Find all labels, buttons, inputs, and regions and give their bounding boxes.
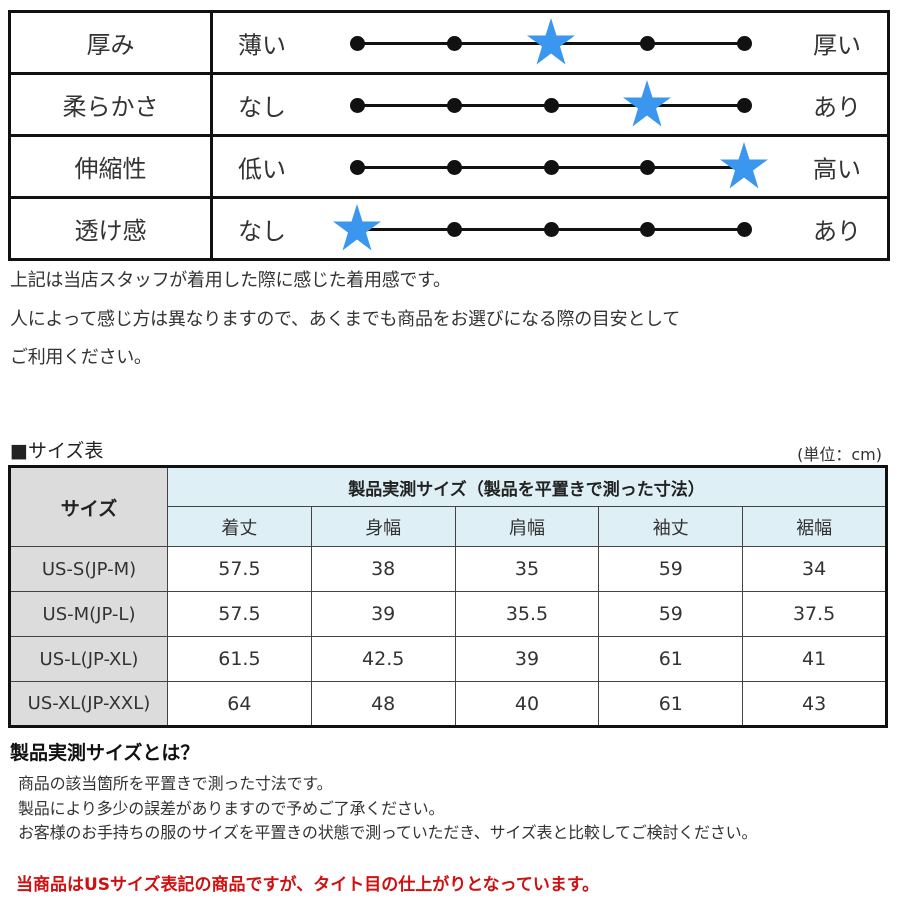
- table-cell: 37.5: [742, 591, 887, 637]
- table-row: US-XL(JP-XXL) 64 48 40 61 43: [9, 681, 887, 727]
- scale-dot-icon: [737, 35, 752, 51]
- feel-scale: なし あり: [210, 196, 890, 261]
- measurement-group-header: 製品実測サイズ（製品を平置きで測った寸法）: [167, 466, 887, 507]
- scale-dot-icon: [543, 97, 559, 113]
- table-cell: 40: [454, 681, 600, 727]
- table-cell: 48: [310, 681, 456, 727]
- table-cell: 41: [742, 636, 887, 682]
- scale-dot-icon: [350, 159, 365, 175]
- star-rating-marker-icon: [720, 141, 768, 188]
- column-header: 身幅: [310, 506, 456, 547]
- size-label: US-L(JP-XL): [9, 636, 168, 682]
- star-rating-marker-icon: [333, 203, 381, 250]
- explanation-title: 製品実測サイズとは？: [10, 742, 200, 764]
- tight-fit-warning: 当商品はUSサイズ表記の商品ですが、タイト目の仕上がりとなっています。: [16, 875, 600, 895]
- table-cell: 38: [310, 546, 456, 592]
- table-row: US-L(JP-XL) 61.5 42.5 39 61 41: [9, 636, 887, 682]
- table-cell: 43: [742, 681, 887, 727]
- star-rating-marker-icon: [526, 17, 575, 64]
- size-label: US-XL(JP-XXL): [9, 681, 168, 727]
- column-header: 着丈: [167, 506, 312, 547]
- feel-note-line: ご利用ください。: [10, 347, 152, 368]
- scale-dot-icon: [640, 159, 656, 175]
- scale-min-label: なし: [238, 93, 286, 121]
- explanation-line: お客様のお手持ちの服のサイズを平置きの状態で測っていただき、サイズ表と比較してご…: [18, 823, 758, 842]
- star-rating-marker-icon: [623, 79, 672, 126]
- feel-chart-table: 厚み 薄い 厚い 柔らかさ なし あり 伸縮性 低い 高い 透け感 なし あり: [8, 10, 890, 261]
- table-cell: 64: [167, 681, 312, 727]
- size-column-header: サイズ: [9, 466, 168, 547]
- table-cell: 57.5: [167, 546, 312, 592]
- scale-dot-icon: [543, 159, 559, 175]
- scale-min-label: 薄い: [238, 31, 286, 59]
- table-cell: 39: [454, 636, 600, 682]
- feel-row-softness: 柔らかさ なし あり: [8, 72, 890, 137]
- feel-label: 透け感: [8, 196, 213, 261]
- table-cell: 59: [598, 591, 744, 637]
- feel-label: 伸縮性: [8, 134, 213, 199]
- explanation-line: 商品の該当箇所を平置きで測った寸法です。: [18, 774, 333, 793]
- feel-scale: 低い 高い: [210, 134, 890, 199]
- feel-label: 厚み: [8, 10, 213, 75]
- scale-max-label: あり: [813, 217, 861, 245]
- feel-label: 柔らかさ: [8, 72, 213, 137]
- scale-dot-icon: [446, 221, 462, 237]
- table-cell: 42.5: [310, 636, 456, 682]
- scale-min-label: 低い: [238, 155, 286, 183]
- feel-scale: なし あり: [210, 72, 890, 137]
- unit-note: (単位：cm): [797, 445, 882, 464]
- feel-row-thickness: 厚み 薄い 厚い: [8, 10, 890, 75]
- size-table: サイズ 製品実測サイズ（製品を平置きで測った寸法） 着丈 身幅 肩幅 袖丈 裾幅…: [8, 465, 888, 728]
- table-row: US-S(JP-M) 57.5 38 35 59 34: [9, 546, 887, 592]
- scale-dot-icon: [350, 97, 365, 113]
- scale-max-label: 高い: [813, 155, 861, 183]
- table-cell: 35.5: [454, 591, 600, 637]
- column-header: 裾幅: [742, 506, 887, 547]
- column-header: 袖丈: [598, 506, 744, 547]
- feel-row-stretch: 伸縮性 低い 高い: [8, 134, 890, 199]
- scale-dot-icon: [446, 97, 462, 113]
- table-cell: 34: [742, 546, 887, 592]
- scale-max-label: 厚い: [813, 31, 861, 59]
- table-cell: 61: [598, 681, 744, 727]
- feel-note-line: 上記は当店スタッフが着用した際に感じた着用感です。: [10, 270, 451, 291]
- table-row: US-M(JP-L) 57.5 39 35.5 59 37.5: [9, 591, 887, 637]
- scale-dot-icon: [737, 221, 752, 237]
- feel-scale: 薄い 厚い: [210, 10, 890, 75]
- scale-dot-icon: [640, 221, 656, 237]
- table-cell: 59: [598, 546, 744, 592]
- table-cell: 35: [454, 546, 600, 592]
- column-header: 肩幅: [454, 506, 600, 547]
- scale-dot-icon: [446, 35, 462, 51]
- scale-max-label: あり: [813, 93, 861, 121]
- explanation-line: 製品により多少の誤差がありますので予めご了承ください。: [18, 799, 445, 818]
- scale-dot-icon: [737, 97, 752, 113]
- scale-dot-icon: [640, 35, 656, 51]
- feel-note-line: 人によって感じ方は異なりますので、あくまでも商品をお選びになる際の目安として: [10, 309, 680, 330]
- size-label: US-S(JP-M): [9, 546, 168, 592]
- size-label: US-M(JP-L): [9, 591, 168, 637]
- table-cell: 61: [598, 636, 744, 682]
- size-section-title: ■サイズ表: [10, 440, 104, 462]
- feel-row-sheerness: 透け感 なし あり: [8, 196, 890, 261]
- table-cell: 61.5: [167, 636, 312, 682]
- scale-dot-icon: [446, 159, 462, 175]
- table-cell: 39: [310, 591, 456, 637]
- scale-dot-icon: [350, 35, 365, 51]
- table-cell: 57.5: [167, 591, 312, 637]
- scale-min-label: なし: [238, 217, 286, 245]
- scale-dot-icon: [543, 221, 559, 237]
